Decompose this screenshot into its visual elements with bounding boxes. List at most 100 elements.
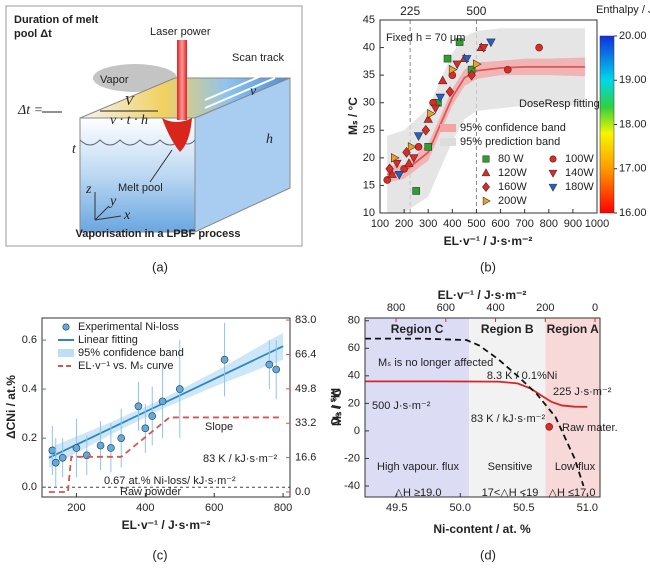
point	[265, 360, 274, 369]
label: x	[123, 208, 131, 223]
point	[478, 44, 489, 53]
tick-label: 50.5	[513, 502, 534, 514]
colorbar-title: Enthalpy / J·g⁻¹	[596, 4, 650, 16]
tick-label: 0.4	[22, 383, 37, 395]
tick-label: -20	[344, 452, 360, 464]
colorbar	[599, 35, 615, 214]
legend-swatch	[440, 124, 456, 132]
point	[423, 114, 433, 123]
tick-label: 700	[515, 218, 533, 230]
annotation: Low flux	[555, 461, 596, 473]
plot-frame	[41, 317, 291, 498]
legend-label: 140W	[565, 167, 594, 179]
point	[82, 451, 91, 460]
region	[469, 318, 546, 497]
tick-label: 30	[363, 97, 375, 109]
point	[158, 397, 167, 406]
tick-label: 49.5	[386, 502, 407, 514]
tick-label: 40	[348, 370, 360, 382]
melt-pool	[162, 118, 192, 152]
tick-label: 400	[136, 502, 154, 514]
tick-label: 800	[540, 218, 558, 230]
legend-label: 120W	[498, 167, 527, 179]
annotation: 225 J·s·m⁻²	[553, 386, 612, 398]
point	[400, 165, 408, 173]
legend-label: 160W	[498, 181, 527, 193]
plot-frame	[364, 317, 601, 498]
point	[445, 86, 455, 98]
point	[435, 93, 445, 103]
tick-label: 200	[67, 502, 85, 514]
label: Laser power	[150, 26, 211, 38]
point	[407, 142, 417, 152]
point	[383, 176, 392, 184]
point	[72, 444, 81, 452]
legend-label: EL·v⁻¹ vs. Mₛ curve	[78, 360, 173, 372]
tick-label: 15	[363, 179, 375, 191]
axis-title: Mₛ / °C	[328, 388, 342, 426]
tick-label: 400	[443, 218, 461, 230]
label: Melt pool	[118, 182, 163, 194]
point	[443, 54, 452, 63]
point	[58, 453, 67, 462]
label: Vapor	[100, 74, 129, 86]
scan-stripes	[204, 69, 276, 109]
point	[467, 69, 476, 81]
tick-label: 49.8	[295, 383, 316, 395]
legend-swatch	[481, 168, 491, 177]
point	[392, 159, 402, 169]
label: h	[266, 132, 273, 147]
annotation: Sensitive	[488, 461, 533, 473]
annotation: 500 J·s·m⁻²	[372, 400, 431, 412]
tick-label: 16.6	[295, 452, 316, 464]
colorbar-label: 16.00	[619, 207, 647, 219]
tick-label: 20	[348, 397, 360, 409]
legend-swatch	[548, 169, 558, 178]
reference-label: 225	[400, 4, 420, 18]
point	[385, 163, 394, 175]
axis-title: EL·v⁻¹ / J·s·m⁻²	[438, 288, 527, 302]
panel-caption: (d)	[480, 547, 496, 562]
point	[96, 441, 105, 450]
legend-swatch	[440, 138, 456, 146]
point	[462, 55, 472, 64]
legend-swatch	[62, 323, 70, 331]
axis-title: Ni-content / at. %	[433, 522, 531, 536]
tick-label: 200	[536, 302, 554, 314]
legend-swatch	[482, 155, 490, 163]
tick-label: 100	[371, 218, 389, 230]
legend-label: Experimental Ni-loss	[78, 321, 179, 333]
line	[365, 380, 588, 408]
line	[365, 337, 585, 487]
annotation: △H ≤17.0	[549, 487, 596, 499]
formula-denominator: v · t · h	[110, 113, 148, 128]
tick-label: 600	[205, 502, 223, 514]
plot-frame	[379, 19, 598, 214]
legend-label: 95% confidence band	[78, 347, 184, 359]
annotation: △H ≥19.0	[395, 487, 442, 499]
tick-label: 800	[387, 302, 405, 314]
annotation: 8.3 K / 0.1%Ni	[487, 370, 557, 382]
annotation: Raw powder	[120, 486, 181, 498]
tick-label: 51.0	[577, 502, 598, 514]
point	[421, 124, 431, 136]
colorbar-label: 17.00	[619, 163, 647, 175]
tick-label: 500	[467, 218, 485, 230]
tick-label: 66.4	[295, 348, 316, 360]
point	[448, 64, 458, 75]
tick-label: 0	[354, 425, 360, 437]
annotation: 0.67 at.% Ni-loss/ kJ·s·m⁻²	[104, 475, 236, 487]
tick-label: 10	[363, 207, 375, 219]
point	[391, 153, 400, 163]
annotation: High vapour. flux	[377, 461, 459, 473]
label: y	[108, 194, 117, 209]
annotation: Mₛ is no longer affected	[378, 357, 493, 369]
legend-swatch	[548, 183, 558, 192]
formula-numerator: V	[125, 94, 135, 109]
panel-caption: (c)	[152, 547, 167, 562]
region-label: Region C	[391, 322, 444, 336]
panel-caption: (b)	[480, 259, 496, 274]
point	[404, 158, 414, 167]
